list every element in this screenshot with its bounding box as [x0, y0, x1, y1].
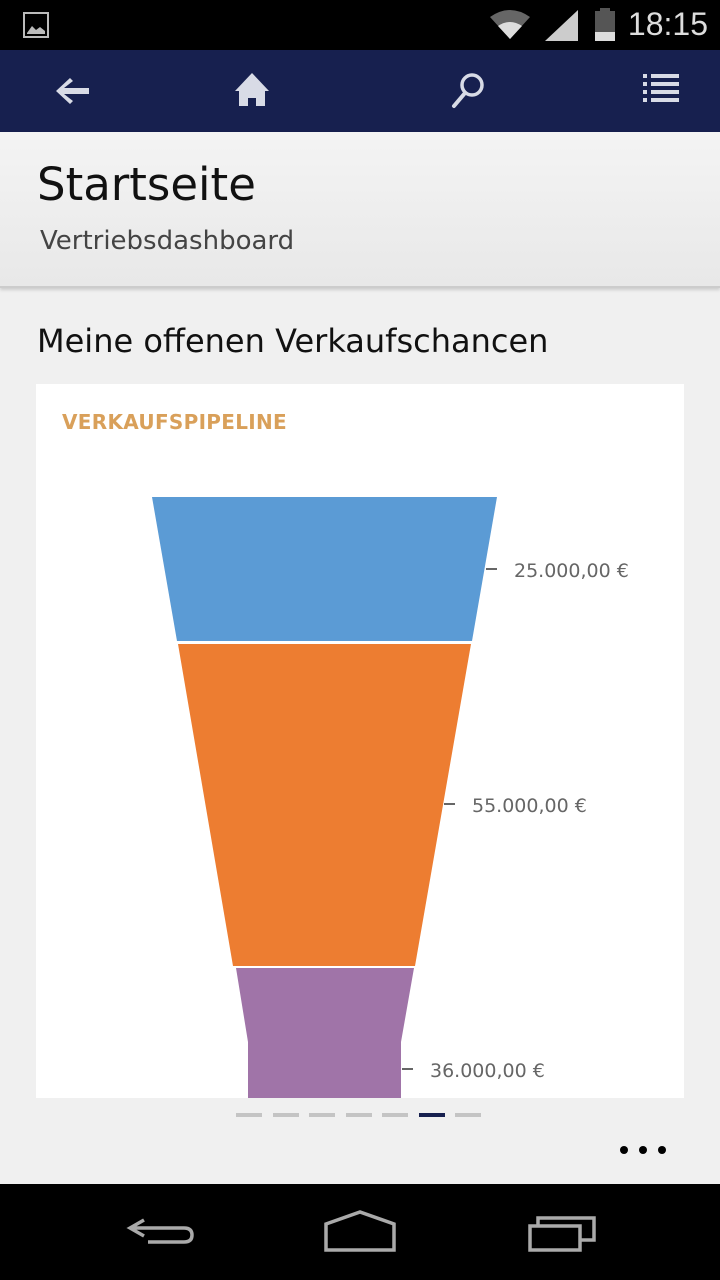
app-bar — [0, 50, 720, 132]
search-icon — [452, 73, 484, 108]
funnel-value-label: 36.000,00 € — [430, 1060, 545, 1082]
signal-icon — [545, 10, 578, 41]
more-dots-icon — [620, 1146, 666, 1154]
funnel-chart: 25.000,00 € 55.000,00 € 36.000,00 € — [152, 497, 629, 1098]
pager-dot[interactable] — [418, 1113, 445, 1117]
back-button[interactable] — [48, 66, 98, 116]
battery-icon — [595, 8, 615, 41]
funnel-stage-1[interactable] — [152, 497, 497, 641]
funnel-stage-2[interactable] — [178, 644, 471, 966]
home-icon — [235, 73, 269, 106]
wifi-icon — [490, 10, 530, 39]
list-icon — [643, 74, 679, 102]
section-title: Meine offenen Verkaufschancen — [37, 322, 549, 360]
nav-home-button[interactable] — [320, 1204, 400, 1254]
pager-dot[interactable] — [455, 1113, 481, 1117]
list-menu-button[interactable] — [637, 66, 687, 116]
pager-dot[interactable] — [236, 1113, 262, 1117]
status-bar: 18:15 — [0, 0, 720, 50]
nav-recents-icon — [528, 1216, 596, 1252]
funnel-value-label: 25.000,00 € — [514, 560, 629, 582]
page-header: Startseite Vertriebsdashboard — [0, 132, 720, 288]
chart-title: VERKAUFSPIPELINE — [62, 410, 288, 434]
funnel-stage-3[interactable] — [236, 968, 414, 1098]
pager-dot[interactable] — [272, 1113, 299, 1117]
more-options-button[interactable] — [618, 1140, 668, 1160]
pager-dot[interactable] — [345, 1113, 372, 1117]
search-button[interactable] — [443, 66, 493, 116]
back-arrow-icon — [56, 78, 89, 104]
nav-back-button[interactable] — [122, 1204, 202, 1254]
system-nav-bar — [0, 1184, 720, 1280]
home-button[interactable] — [227, 66, 277, 116]
pager-dot[interactable] — [382, 1113, 408, 1117]
nav-home-icon — [324, 1210, 396, 1252]
page-subtitle: Vertriebsdashboard — [40, 226, 295, 256]
image-icon — [23, 12, 49, 38]
clock: 18:15 — [627, 6, 708, 42]
nav-recents-button[interactable] — [522, 1204, 602, 1254]
pipeline-chart-card[interactable]: VERKAUFSPIPELINE 25.000,00 € 55.000,00 € 3… — [36, 384, 684, 1098]
nav-back-icon — [126, 1218, 194, 1244]
pager-dot[interactable] — [309, 1113, 335, 1117]
funnel-value-label: 55.000,00 € — [472, 795, 587, 817]
page-title: Startseite — [37, 158, 256, 211]
